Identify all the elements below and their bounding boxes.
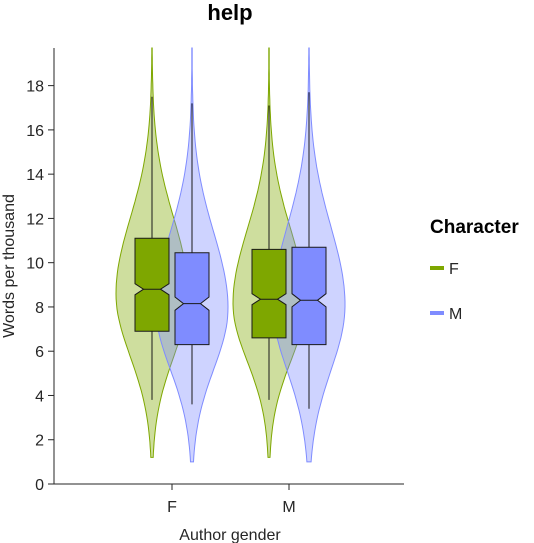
chart-title: help	[207, 0, 252, 25]
box-F-M	[251, 105, 287, 400]
y-tick-label: 14	[26, 167, 44, 184]
y-tick-label: 4	[35, 388, 44, 405]
y-tick-label: 16	[26, 123, 44, 140]
plot-area	[115, 47, 346, 463]
box-F-F	[134, 96, 170, 400]
y-tick-label: 12	[26, 211, 44, 228]
legend-title: Character	[430, 217, 519, 238]
y-tick-label: 6	[35, 344, 44, 361]
x-tick-label: M	[282, 499, 295, 516]
y-tick-label: 2	[35, 433, 44, 450]
box-body	[134, 237, 170, 332]
legend-swatch-F	[430, 266, 444, 270]
y-tick-label: 8	[35, 300, 44, 317]
box-body	[251, 248, 287, 339]
legend-label-F: F	[449, 261, 459, 278]
y-tick-label: 0	[35, 477, 44, 494]
legend-label-M: M	[449, 306, 462, 323]
y-axis-label: Words per thousand	[1, 194, 18, 338]
box-body	[174, 252, 210, 346]
box-body	[291, 246, 327, 346]
box-M-M	[291, 92, 327, 409]
legend-swatch-M	[430, 311, 444, 315]
x-tick-label: F	[167, 499, 177, 516]
y-tick-label: 18	[26, 79, 44, 96]
x-axis-label: Author gender	[179, 527, 281, 543]
y-tick-label: 10	[26, 256, 44, 273]
box-M-F	[174, 103, 210, 405]
y-axis-ticks: 0 2 4 6 8 10 12 14 16 18	[26, 79, 54, 494]
legend: Character F M	[430, 217, 519, 323]
